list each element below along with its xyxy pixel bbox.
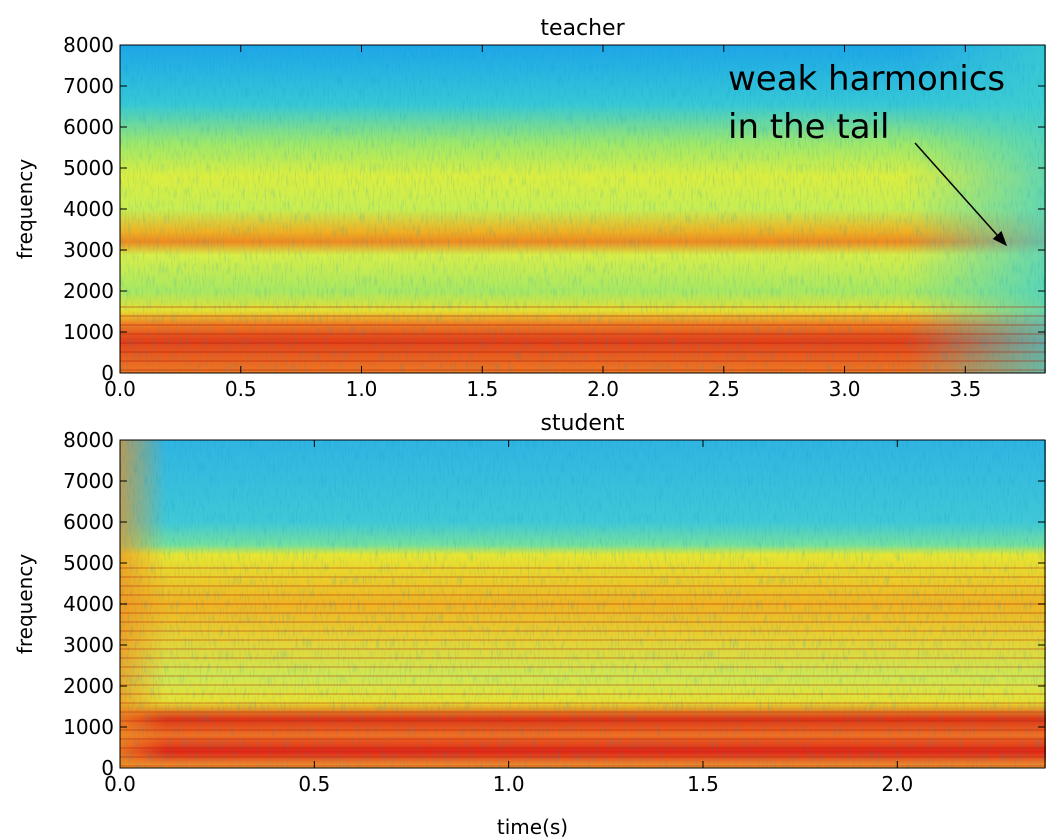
- y-tick-label: 4000: [63, 592, 114, 616]
- heatmap-bottom: [120, 440, 1046, 768]
- y-tick-label: 4000: [63, 197, 114, 221]
- y-axis-label: frequency: [13, 554, 37, 654]
- x-tick-label: 3.5: [949, 377, 981, 401]
- y-tick-label: 5000: [63, 551, 114, 575]
- y-tick-label: 1000: [63, 320, 114, 344]
- x-tick-label: 1.0: [346, 377, 378, 401]
- chart-title: student: [540, 411, 624, 436]
- y-tick-label: 5000: [63, 156, 114, 180]
- x-tick-label: 1.0: [493, 772, 525, 796]
- y-axis-label: frequency: [13, 159, 37, 259]
- x-tick-label: 0.0: [104, 772, 136, 796]
- y-tick-label: 0: [101, 361, 114, 385]
- y-tick-label: 7000: [63, 469, 114, 493]
- y-tick-label: 0: [101, 756, 114, 780]
- heatmap-top: [120, 45, 1046, 373]
- x-tick-label: 0.0: [104, 377, 136, 401]
- x-tick-label: 1.5: [466, 377, 498, 401]
- annotation: weak harmonics: [728, 59, 1005, 99]
- y-tick-label: 1000: [63, 715, 114, 739]
- y-tick-label: 3000: [63, 238, 114, 262]
- x-tick-label: 0.5: [298, 772, 330, 796]
- chart-title: teacher: [540, 16, 625, 41]
- x-tick-label: 2.0: [587, 377, 619, 401]
- y-tick-label: 2000: [63, 674, 114, 698]
- x-tick-label: 1.5: [687, 772, 719, 796]
- y-tick-label: 3000: [63, 633, 114, 657]
- y-tick-label: 7000: [63, 74, 114, 98]
- y-tick-label: 8000: [63, 428, 114, 452]
- y-tick-label: 8000: [63, 33, 114, 57]
- x-tick-label: 2.0: [881, 772, 913, 796]
- annotation: in the tail: [728, 107, 889, 147]
- x-tick-label: 0.5: [225, 377, 257, 401]
- x-tick-label: 2.5: [708, 377, 740, 401]
- y-tick-label: 6000: [63, 115, 114, 139]
- y-tick-label: 6000: [63, 510, 114, 534]
- y-tick-label: 2000: [63, 279, 114, 303]
- x-tick-label: 3.0: [829, 377, 861, 401]
- annotation-arrow: [914, 142, 1007, 247]
- x-axis-label: time(s): [497, 815, 568, 839]
